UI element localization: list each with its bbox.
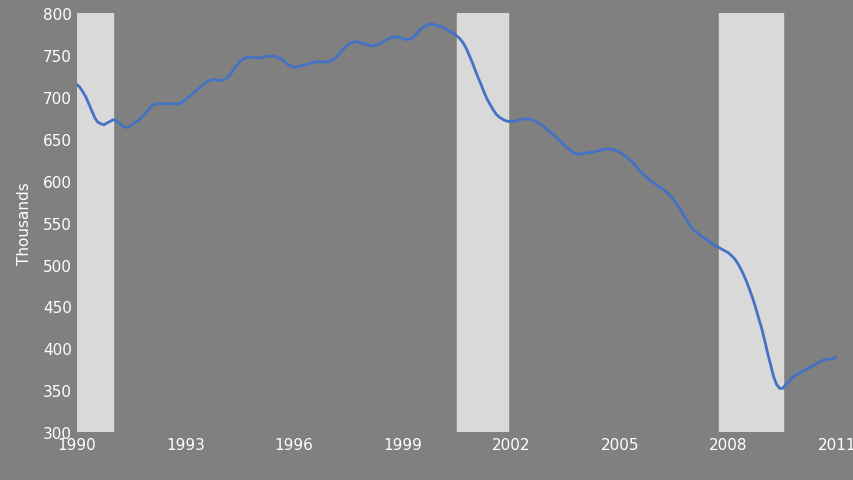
Y-axis label: Thousands: Thousands [17, 182, 32, 264]
Bar [718, 14, 781, 432]
Bar [77, 14, 113, 432]
Bar [456, 14, 508, 432]
